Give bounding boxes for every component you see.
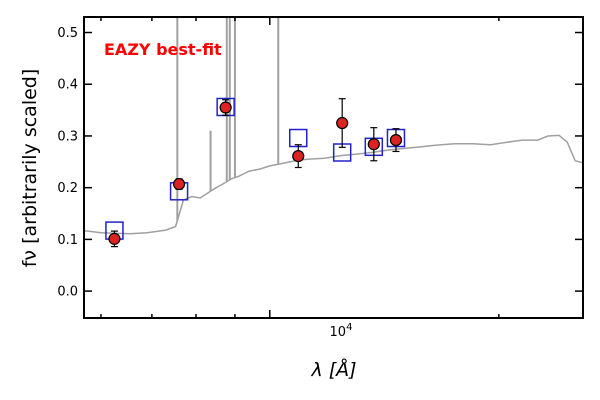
y-axis-label: fν [arbitrarily scaled] xyxy=(19,69,41,268)
plot-background xyxy=(84,17,583,318)
observed-point xyxy=(219,101,232,114)
x-axis-label: λ [Å] xyxy=(310,358,356,381)
observed-point xyxy=(172,177,186,191)
observed-point xyxy=(336,116,349,130)
x-tick-label-1e4: 104 xyxy=(330,322,353,340)
observed-point xyxy=(367,138,380,151)
observed-point xyxy=(292,150,305,163)
y-tick-label: 0.1 xyxy=(57,233,78,248)
y-tick-label: 0.5 xyxy=(57,26,78,41)
points-layer xyxy=(105,97,406,248)
y-tick-label: 0.3 xyxy=(57,129,78,144)
plot-frame xyxy=(83,16,584,319)
y-tick-label: 0.0 xyxy=(57,285,78,300)
y-tick-label: 0.2 xyxy=(57,181,78,196)
observed-point xyxy=(108,232,121,245)
y-tick-label: 0.4 xyxy=(57,78,78,93)
annotation-eazy-best-fit: EAZY best-fit xyxy=(104,40,222,59)
ticks-layer: 0.0 0.1 0.2 0.3 0.4 0.5 xyxy=(57,17,583,318)
observed-point xyxy=(389,133,403,147)
